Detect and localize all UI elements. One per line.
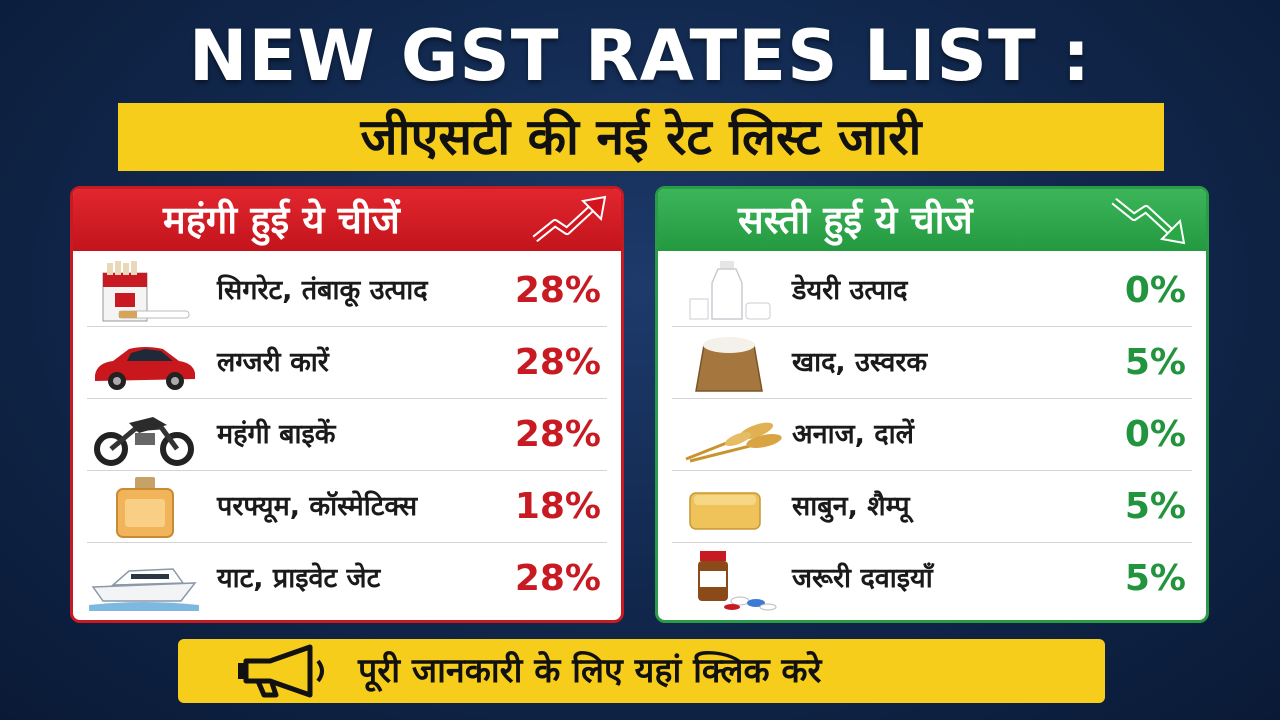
- trend-down-arrow-icon: [1111, 197, 1186, 245]
- gst-rate: 28%: [514, 342, 601, 383]
- cheaper-items-panel: सस्ती हुई ये चीजें डेयरी उत्पाद 0% खाद, …: [655, 186, 1209, 623]
- item-label: जरूरी दवाइयाँ: [792, 563, 933, 594]
- list-item: अनाज, दालें 0%: [672, 399, 1192, 471]
- list-item: खाद, उस्वरक 5%: [672, 327, 1192, 399]
- trend-up-arrow-icon: [532, 195, 607, 243]
- list-item: जरूरी दवाइयाँ 5%: [672, 543, 1192, 615]
- gst-rate: 5%: [1124, 342, 1186, 383]
- item-label: परफ्यूम, कॉस्मेटिक्स: [217, 491, 418, 522]
- list-item: लग्जरी कारें 28%: [87, 327, 607, 399]
- cigarette-pack-icon: [102, 261, 190, 322]
- cheaper-panel-header: सस्ती हुई ये चीजें: [658, 189, 1206, 251]
- gst-rate: 0%: [1124, 414, 1186, 455]
- list-item: महंगी बाइकें 28%: [87, 399, 607, 471]
- item-label: याट, प्राइवेट जेट: [217, 563, 381, 594]
- motorbike-icon: [94, 417, 194, 466]
- perfume-bottle-icon: [116, 477, 174, 538]
- list-item: याट, प्राइवेट जेट 28%: [87, 543, 607, 615]
- gst-rate: 0%: [1124, 270, 1186, 311]
- gst-rate: 28%: [514, 270, 601, 311]
- expensive-items-panel: महंगी हुई ये चीजें सिगरेट, तंबाकू उत्पाद…: [70, 186, 624, 623]
- soap-bar-icon: [689, 492, 761, 530]
- item-label: लग्जरी कारें: [217, 347, 329, 378]
- gst-rate: 18%: [514, 486, 601, 527]
- medicine-bottle-icon: [698, 551, 777, 611]
- list-item: सिगरेट, तंबाकू उत्पाद 28%: [87, 255, 607, 327]
- expensive-panel-heading: महंगी हुई ये चीजें: [163, 198, 400, 242]
- item-label: अनाज, दालें: [792, 419, 914, 450]
- gst-rate: 28%: [514, 414, 601, 455]
- item-label: सिगरेट, तंबाकू उत्पाद: [217, 275, 428, 306]
- more-info-button[interactable]: पूरी जानकारी के लिए यहां क्लिक करे: [178, 639, 1105, 703]
- item-label: महंगी बाइकें: [217, 419, 336, 450]
- cheaper-panel-heading: सस्ती हुई ये चीजें: [738, 198, 973, 242]
- list-item: परफ्यूम, कॉस्मेटिक्स 18%: [87, 471, 607, 543]
- milk-bottle-icon: [689, 261, 771, 320]
- wheat-grain-icon: [685, 422, 782, 463]
- luxury-car-icon: [95, 347, 195, 390]
- expensive-panel-header: महंगी हुई ये चीजें: [73, 189, 621, 251]
- fertilizer-sack-icon: [695, 337, 763, 392]
- list-item: डेयरी उत्पाद 0%: [672, 255, 1192, 327]
- gst-rate: 28%: [514, 558, 601, 599]
- item-label: खाद, उस्वरक: [792, 347, 928, 378]
- yacht-icon: [89, 568, 199, 611]
- more-info-label: पूरी जानकारी के लिए यहां क्लिक करे: [358, 651, 822, 691]
- subtitle-banner: जीएसटी की नई रेट लिस्ट जारी: [118, 103, 1164, 171]
- megaphone-icon: [238, 644, 324, 698]
- gst-rate: 5%: [1124, 558, 1186, 599]
- list-item: साबुन, शैम्पू 5%: [672, 471, 1192, 543]
- item-label: डेयरी उत्पाद: [792, 275, 908, 306]
- page-title: NEW GST RATES LIST :: [188, 15, 1092, 97]
- gst-rate: 5%: [1124, 486, 1186, 527]
- item-label: साबुन, शैम्पू: [792, 491, 910, 522]
